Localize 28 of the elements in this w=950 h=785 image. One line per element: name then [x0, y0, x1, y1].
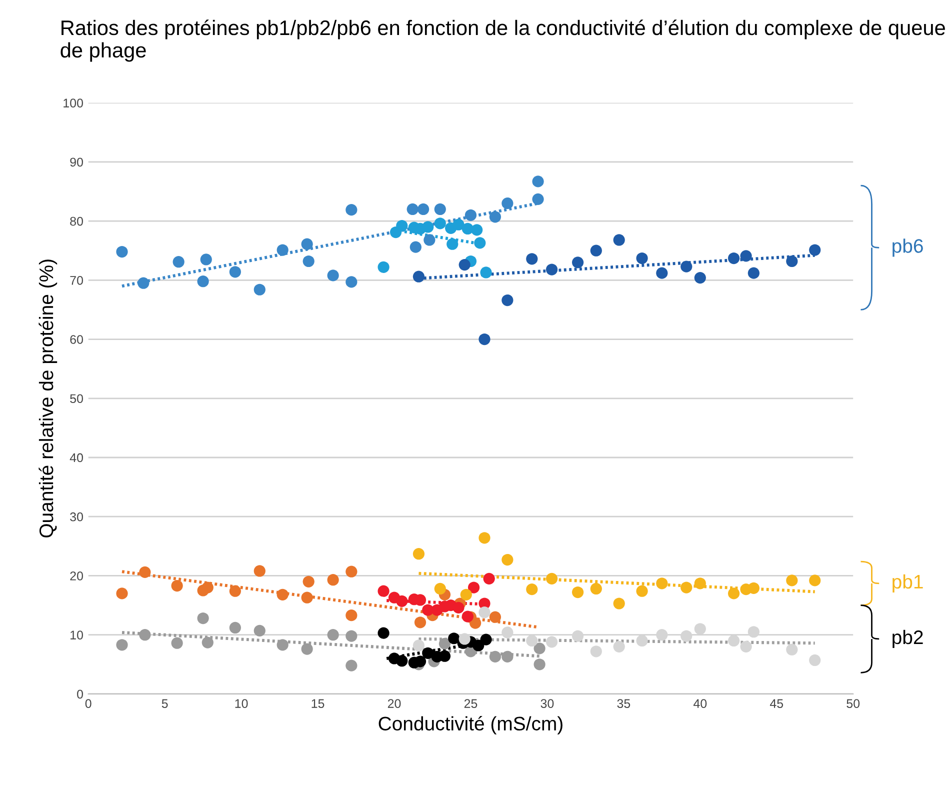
y-tick-label: 80 — [70, 216, 83, 226]
x-axis-title: Conductivité (mS/cm) — [378, 716, 562, 734]
chart-title: Ratios des protéines pb1/pb2/pb6 en fonction de la conductivité d’élution du complexe de queue de phage — [60, 20, 945, 62]
x-tick-label: 30 — [540, 699, 554, 708]
text: pb1 — [892, 574, 923, 592]
y-tick-label: 100 — [64, 98, 83, 108]
y-tick-label: 10 — [70, 630, 83, 640]
y-axis-title: Quantité relative de protéine (%) — [38, 260, 58, 538]
x-tick-label: 10 — [235, 699, 248, 708]
y-tick-label: 60 — [70, 335, 83, 344]
x-tick-label: 45 — [770, 699, 784, 708]
x-tick-label: 40 — [693, 699, 707, 708]
y-tick-label: 70 — [70, 276, 83, 285]
x-tick-label: 0 — [85, 699, 92, 708]
x-tick-label: 50 — [846, 699, 860, 708]
y-tick-label: 20 — [70, 572, 83, 580]
x-tick-label: 25 — [464, 699, 478, 708]
text: pb6 — [892, 238, 923, 257]
y-tick-label: 0 — [77, 690, 83, 699]
x-tick-label: 35 — [617, 699, 630, 708]
y-tick-label: 40 — [70, 453, 83, 462]
x-tick-label: 15 — [312, 699, 324, 708]
x-tick-label: 5 — [162, 699, 168, 708]
x-tick-label: 20 — [388, 699, 401, 708]
y-tick-label: 90 — [70, 158, 83, 167]
y-tick-label: 30 — [70, 512, 83, 522]
text: pb2 — [892, 630, 923, 648]
y-tick-label: 50 — [70, 394, 83, 404]
